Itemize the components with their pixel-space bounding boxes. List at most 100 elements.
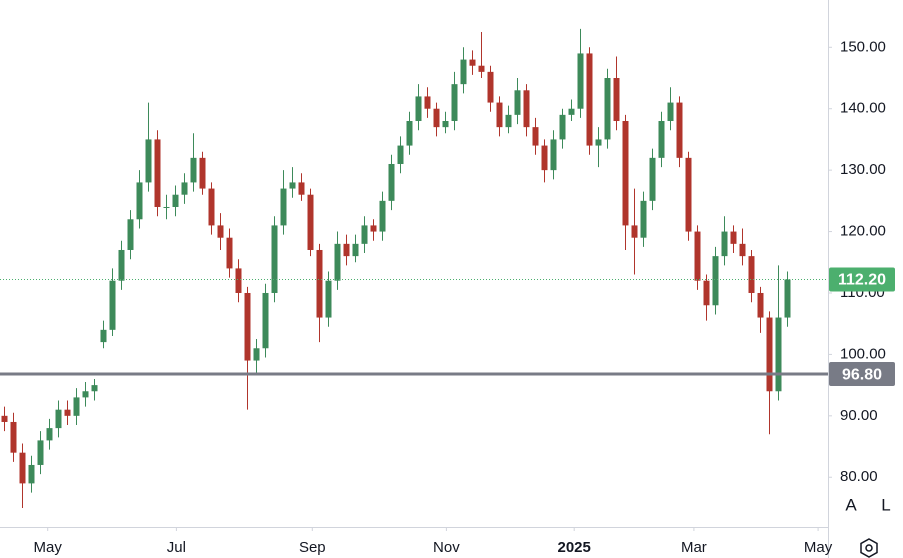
candle-body (703, 280, 710, 306)
auto-button-label[interactable]: A (845, 495, 857, 514)
candle-body (595, 139, 602, 146)
candle-body (1, 415, 8, 422)
y-tick-label: 90.00 (840, 407, 878, 424)
y-tick-label: 100.00 (840, 345, 886, 362)
log-button[interactable] (873, 492, 899, 518)
candle-body (307, 194, 314, 250)
candle-body (73, 397, 80, 416)
candle-body (505, 114, 512, 128)
candle-body (190, 157, 197, 183)
candle-body (163, 206, 170, 208)
candle-body (208, 188, 215, 226)
x-tick-label: May (804, 539, 833, 556)
candle-body (784, 279, 791, 318)
candle-body (19, 452, 26, 484)
candle-body (343, 243, 350, 257)
candle-body (352, 243, 359, 257)
candle-body (613, 78, 620, 122)
candle-body (289, 182, 296, 189)
candle-body (136, 182, 143, 220)
candle-body (685, 157, 692, 232)
candle-body (757, 292, 764, 318)
candle-body (604, 78, 611, 140)
y-tick-label: 130.00 (840, 161, 886, 178)
last-price-box (829, 267, 895, 292)
candle-body (631, 225, 638, 238)
candle-body (514, 90, 521, 115)
candle-body (478, 65, 485, 72)
candle-body (541, 145, 548, 171)
candle-body (370, 225, 377, 232)
candle-body (424, 96, 431, 109)
x-tick-label: May (34, 539, 63, 556)
candle-body (568, 108, 575, 115)
candle-body (622, 121, 629, 226)
candle-body (658, 121, 665, 158)
candle-body (28, 464, 35, 484)
candle-body (298, 182, 305, 195)
candle-body (487, 71, 494, 103)
candle-body (730, 231, 737, 244)
y-tick-label: 140.00 (840, 100, 886, 117)
candle-body (766, 317, 773, 392)
candle-body (280, 188, 287, 226)
plot (0, 28, 828, 508)
log-button-label[interactable]: L (881, 495, 890, 514)
candle-body (10, 421, 17, 453)
candle-body (37, 440, 44, 465)
candle-body (649, 157, 656, 201)
candle-body (82, 391, 89, 398)
candle-body (64, 409, 71, 416)
candle-body (127, 219, 134, 250)
candle-body (640, 200, 647, 238)
x-tick-label: Jul (167, 539, 186, 556)
candle-body (379, 200, 386, 232)
settings-icon[interactable] (860, 538, 878, 558)
y-tick-label: 80.00 (840, 468, 878, 485)
y-tick-label: 150.00 (840, 38, 886, 55)
candle-body (244, 292, 251, 361)
candle-body (676, 102, 683, 158)
candle-body (46, 428, 53, 441)
candle-body (154, 139, 161, 207)
y-tick-label: 120.00 (840, 223, 886, 240)
candle-body (748, 256, 755, 293)
x-tick-label: Nov (433, 539, 460, 556)
candle-body (577, 53, 584, 109)
candle-body (145, 139, 152, 183)
auto-button[interactable] (838, 492, 864, 518)
x-tick-label: Sep (299, 539, 326, 556)
candle-body (118, 249, 125, 281)
level-label: 96.80 (842, 366, 882, 383)
candle-body (460, 59, 467, 85)
candle-body (235, 268, 242, 293)
candle-body (55, 409, 62, 429)
candle-body (397, 145, 404, 164)
candle-body (253, 348, 260, 361)
candle-body (496, 102, 503, 128)
candle-body (586, 53, 593, 146)
candle-body (550, 139, 557, 171)
candle-body (406, 121, 413, 146)
candle-body (100, 329, 107, 343)
candle-body (451, 84, 458, 122)
candle-body (388, 163, 395, 201)
candle-body (433, 108, 440, 128)
candle-body (523, 90, 530, 128)
candle-body (469, 59, 476, 66)
candle-body (91, 385, 98, 392)
x-tick-label: 2025 (558, 539, 591, 556)
candle-body (442, 121, 449, 128)
candle-body (334, 243, 341, 281)
candle-body (712, 256, 719, 306)
candle-body (199, 157, 206, 189)
candle-body (316, 249, 323, 318)
candle-body (361, 225, 368, 244)
candle-body (559, 114, 566, 140)
candle-body (694, 231, 701, 281)
x-tick-label: Mar (681, 539, 707, 556)
candle-body (667, 102, 674, 122)
candle-body (226, 237, 233, 269)
candle-body (109, 280, 116, 330)
